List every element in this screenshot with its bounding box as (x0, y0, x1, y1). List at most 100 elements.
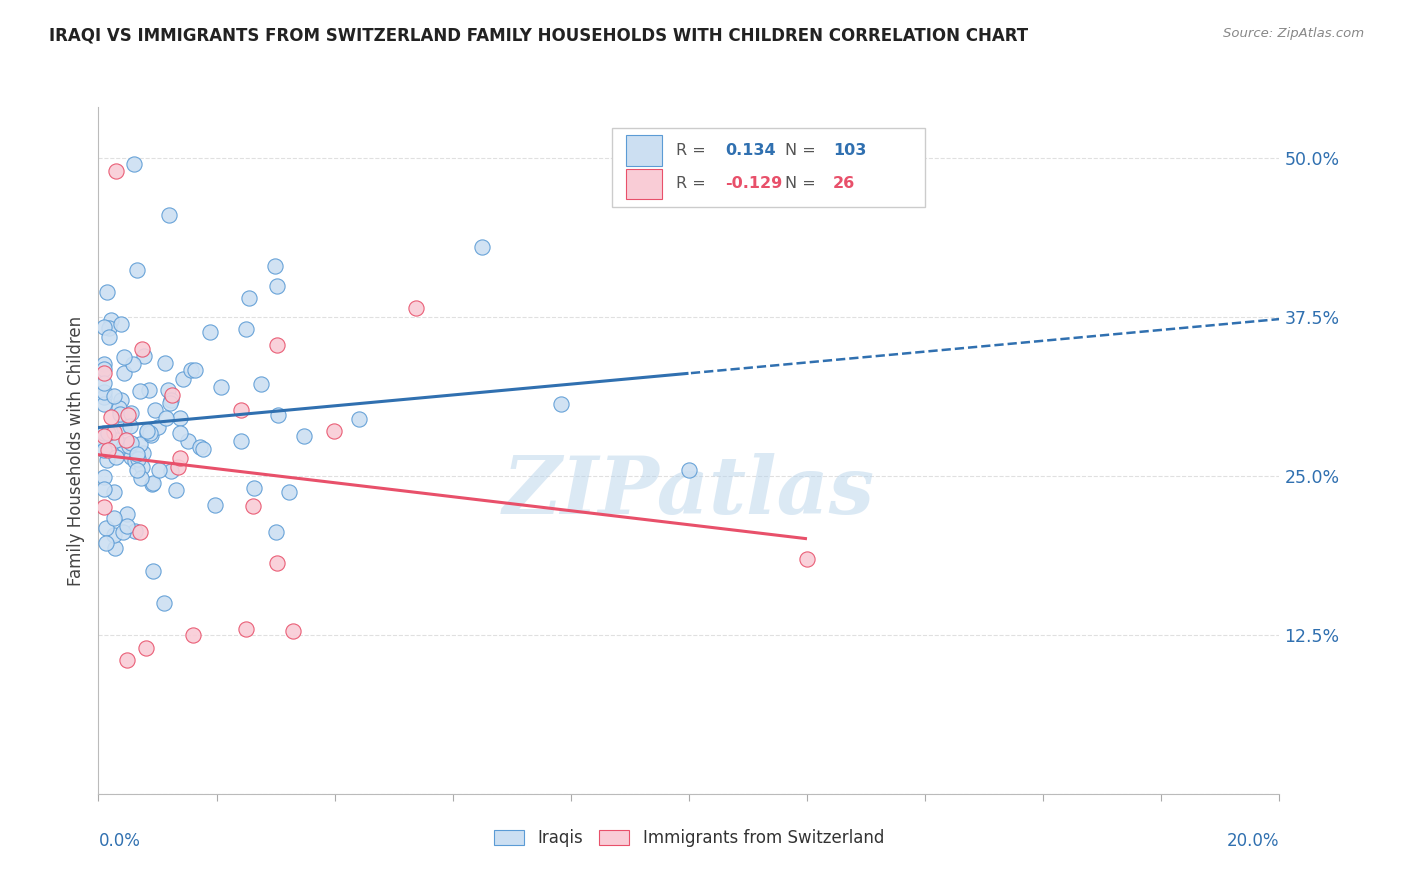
Point (115, 433, 138, 447)
Point (160, 388, 183, 402)
Point (292, 429, 315, 443)
Point (132, 446, 155, 460)
Point (93, 470, 115, 484)
Point (96, 285, 118, 300)
Point (93, 390, 115, 404)
Point (124, 524, 146, 538)
Bar (626, 135, 662, 166)
Point (169, 426, 191, 441)
Text: N =: N = (785, 177, 815, 192)
Point (93, 376, 115, 390)
Point (93, 429, 115, 443)
Point (188, 440, 211, 454)
Point (135, 640, 157, 655)
Point (139, 425, 162, 440)
Point (177, 434, 200, 449)
Point (127, 463, 149, 477)
Bar (626, 169, 662, 200)
Point (172, 371, 194, 385)
Point (110, 317, 132, 331)
Point (103, 389, 125, 403)
Point (103, 528, 125, 542)
Point (211, 379, 233, 393)
Text: 20.0%: 20.0% (1227, 831, 1279, 850)
Point (93, 396, 115, 410)
Point (136, 425, 159, 440)
Point (120, 436, 142, 450)
Point (153, 356, 176, 370)
Point (112, 366, 135, 380)
Point (131, 342, 153, 356)
Point (129, 437, 152, 451)
Point (148, 463, 170, 477)
Point (231, 402, 253, 417)
Point (112, 420, 135, 434)
Point (323, 424, 346, 438)
Point (143, 403, 166, 417)
Point (129, 471, 152, 485)
Point (181, 628, 204, 642)
Point (110, 392, 132, 407)
Point (169, 450, 191, 465)
Point (550, 397, 572, 411)
Text: R =: R = (676, 177, 706, 192)
Point (93, 426, 115, 441)
Point (112, 350, 135, 364)
Point (93, 367, 115, 381)
Point (122, 357, 145, 371)
Point (136, 424, 159, 438)
Point (159, 393, 181, 408)
Point (115, 507, 138, 521)
Legend: Iraqis, Immigrants from Switzerland: Iraqis, Immigrants from Switzerland (494, 830, 884, 847)
Point (103, 510, 125, 524)
Point (120, 406, 142, 420)
Point (121, 450, 143, 464)
Point (112, 524, 135, 539)
Text: 26: 26 (832, 177, 855, 192)
Text: -0.129: -0.129 (725, 177, 783, 192)
Point (127, 451, 149, 466)
Point (105, 163, 128, 178)
Point (264, 524, 287, 539)
Point (165, 483, 187, 497)
Point (198, 326, 221, 340)
Point (235, 622, 257, 636)
Text: N =: N = (785, 143, 815, 158)
Point (125, 447, 148, 461)
Point (125, 262, 148, 277)
Point (105, 450, 128, 465)
Point (155, 411, 177, 425)
Point (242, 481, 264, 495)
Point (160, 464, 183, 478)
Point (97, 330, 120, 344)
Point (153, 596, 176, 610)
Text: ZIPatlas: ZIPatlas (503, 453, 875, 531)
Point (97, 425, 120, 440)
Point (100, 410, 122, 425)
Point (204, 499, 226, 513)
Point (105, 434, 128, 448)
Y-axis label: Family Households with Children: Family Households with Children (66, 316, 84, 585)
Point (112, 438, 135, 452)
Point (142, 475, 165, 490)
Point (347, 412, 370, 426)
Point (93, 500, 115, 514)
Point (267, 408, 290, 422)
Point (167, 459, 190, 474)
Point (104, 541, 127, 555)
Point (235, 322, 257, 336)
Point (146, 420, 169, 434)
Point (266, 279, 288, 293)
Point (229, 434, 252, 449)
Point (264, 260, 287, 274)
Text: IRAQI VS IMMIGRANTS FROM SWITZERLAND FAMILY HOUSEHOLDS WITH CHILDREN CORRELATION: IRAQI VS IMMIGRANTS FROM SWITZERLAND FAM… (49, 27, 1028, 45)
Point (678, 462, 700, 476)
Point (159, 395, 181, 409)
Point (118, 439, 141, 453)
Point (191, 442, 214, 457)
Point (129, 384, 152, 398)
Point (405, 301, 427, 316)
Point (132, 349, 155, 363)
Point (115, 519, 138, 533)
Point (184, 363, 207, 377)
